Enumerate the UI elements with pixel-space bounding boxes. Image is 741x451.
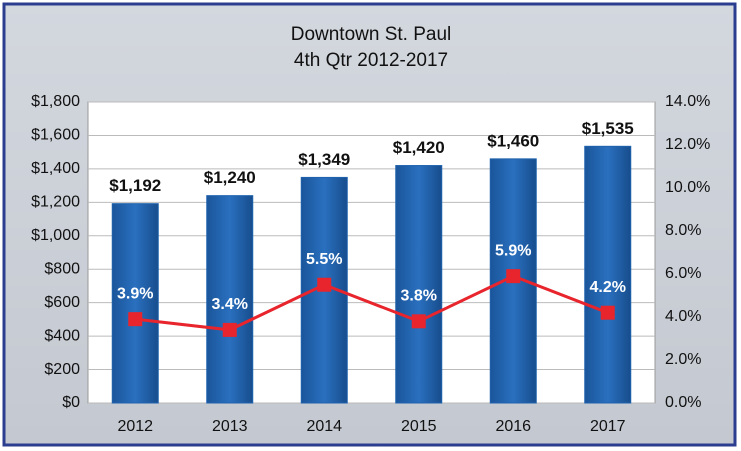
- x-tick-label: 2015: [401, 418, 437, 435]
- bar: [111, 203, 159, 404]
- y2-tick-label: 2.0%: [665, 351, 701, 368]
- line-label: 5.9%: [495, 242, 531, 259]
- y-tick-label: $1,400: [31, 160, 80, 177]
- y2-tick-label: 8.0%: [665, 222, 701, 239]
- bar-label: $1,192: [109, 176, 161, 195]
- y-tick-label: $1,600: [31, 127, 80, 144]
- bar: [206, 195, 254, 404]
- plot-area: [87, 101, 656, 404]
- bar-label: $1,240: [204, 168, 256, 187]
- y2-tick-label: 4.0%: [665, 308, 701, 325]
- line-label: 3.8%: [401, 288, 437, 305]
- y-tick-label: $1,200: [31, 194, 80, 211]
- y2-tick-label: 6.0%: [665, 265, 701, 282]
- x-tick-label: 2012: [117, 418, 153, 435]
- line-marker: [222, 322, 237, 337]
- line-marker: [317, 277, 332, 292]
- bar-label: $1,349: [298, 150, 350, 169]
- y-tick-label: $400: [44, 327, 80, 344]
- chart-title: Downtown St. Paul: [291, 24, 452, 45]
- y2-tick-label: 0.0%: [665, 394, 701, 411]
- x-tick-label: 2017: [590, 418, 626, 435]
- y-tick-label: $0: [62, 394, 80, 411]
- y-tick-label: $600: [44, 294, 80, 311]
- y-tick-label: $1,000: [31, 227, 80, 244]
- line-label: 5.5%: [306, 251, 342, 268]
- line-marker: [128, 312, 143, 327]
- line-label: 4.2%: [590, 279, 626, 296]
- y-tick-label: $800: [44, 260, 80, 277]
- bar-label: $1,420: [393, 138, 445, 157]
- x-tick-label: 2013: [212, 418, 248, 435]
- line-label: 3.4%: [212, 296, 248, 313]
- y2-tick-label: 12.0%: [665, 136, 710, 153]
- line: [135, 274, 609, 332]
- y-tick-label: $200: [44, 361, 80, 378]
- bar: [584, 145, 632, 404]
- y-tick-label: $1,800: [31, 93, 80, 110]
- bar-label: $1,460: [487, 131, 539, 150]
- x-tick-label: 2014: [306, 418, 342, 435]
- x-tick-label: 2016: [495, 418, 531, 435]
- y2-tick-label: 14.0%: [665, 93, 710, 110]
- chart-subtitle: 4th Qtr 2012-2017: [294, 50, 448, 71]
- line-marker: [600, 305, 615, 320]
- line-marker: [411, 314, 426, 329]
- y2-tick-label: 10.0%: [665, 179, 710, 196]
- line-marker: [506, 269, 521, 284]
- bar-label: $1,535: [582, 119, 634, 138]
- line-label: 3.9%: [117, 285, 153, 302]
- bar: [395, 165, 443, 404]
